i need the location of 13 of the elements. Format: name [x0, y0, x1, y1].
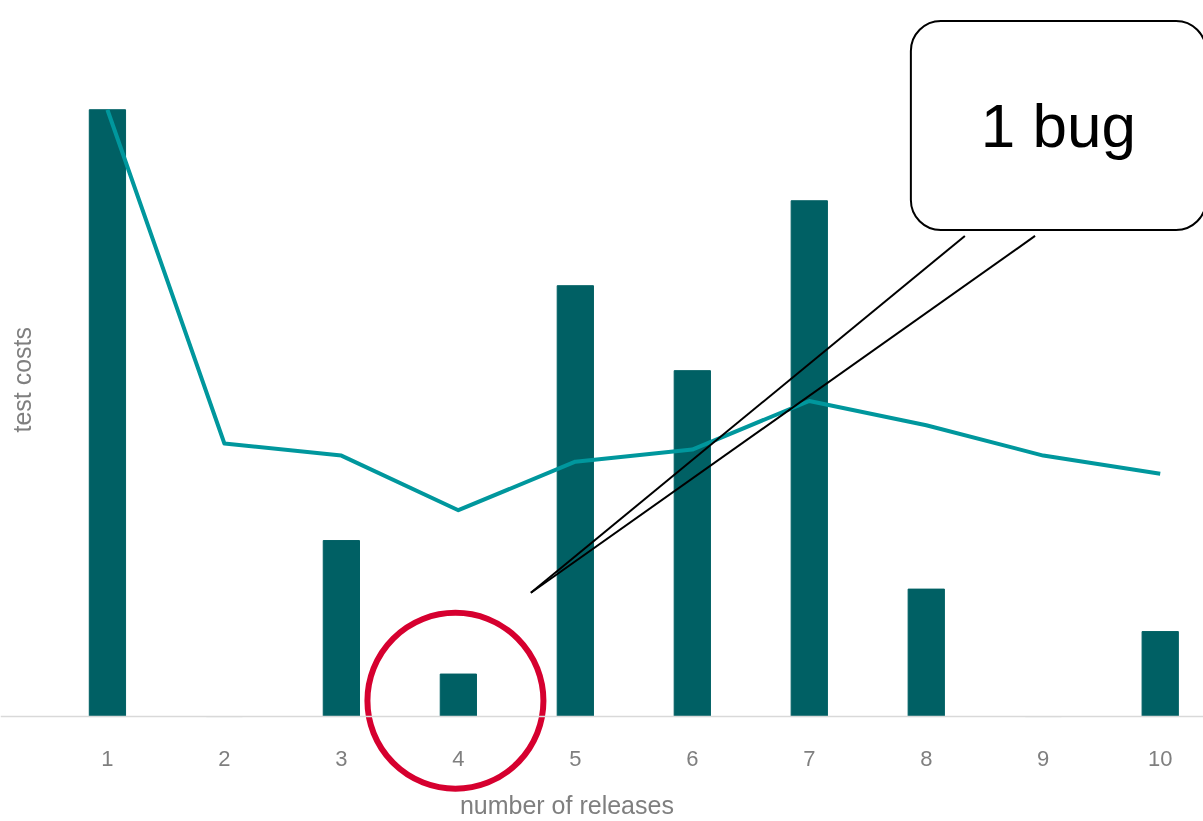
- annotation: 1 bug: [980, 91, 1137, 160]
- x-tick-label: 4: [452, 746, 465, 772]
- x-axis-title: number of releases: [459, 790, 674, 819]
- x-tick-label: 3: [335, 746, 348, 772]
- x-tick-label: 8: [920, 746, 933, 772]
- x-tick-label: 10: [1147, 746, 1173, 772]
- y-axis-title: test costs: [8, 326, 37, 433]
- x-tick-label: 9: [1037, 746, 1050, 772]
- x-tick-label: 7: [803, 746, 816, 772]
- x-tick-label: 2: [218, 746, 231, 772]
- x-tick-label: 5: [569, 746, 582, 772]
- x-tick-label: 1: [101, 746, 114, 772]
- x-tick-label: 6: [686, 746, 699, 772]
